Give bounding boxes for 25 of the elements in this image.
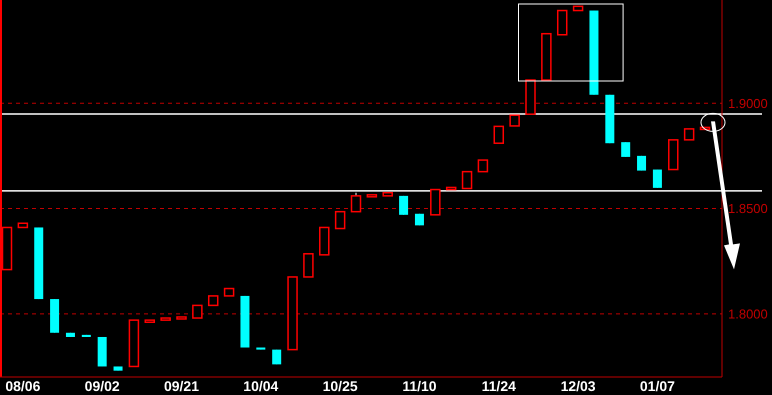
candlestick: [684, 128, 694, 141]
y-tick-label: 1.9000: [728, 96, 768, 111]
candlestick: [399, 195, 408, 216]
candlestick: [303, 253, 314, 278]
y-tick-label: 1.8500: [728, 201, 768, 216]
x-tick-label: 09/21: [164, 378, 200, 394]
x-tick-label: 11/24: [482, 378, 516, 394]
candlestick: [462, 170, 472, 190]
candlestick: [272, 349, 282, 365]
candlestick: [208, 295, 218, 306]
candlestick: [494, 126, 504, 144]
candlestick: [652, 169, 662, 188]
candlestick: [509, 114, 520, 127]
y-tick-label: 1.8000: [728, 306, 768, 322]
candlestick: [334, 210, 346, 230]
x-tick-label: 10/25: [322, 378, 358, 394]
candlestick: [478, 159, 488, 172]
x-tick-label: 09/02: [84, 378, 120, 394]
candlestick: [621, 142, 630, 158]
x-tick-label: 11/10: [402, 378, 437, 394]
candlestick: [192, 304, 203, 319]
x-tick-label: 01/07: [640, 378, 676, 394]
x-tick-label: 12/03: [560, 378, 596, 394]
x-tick-label: 10/04: [243, 378, 279, 394]
x-tick-label: 08/06: [5, 378, 41, 394]
